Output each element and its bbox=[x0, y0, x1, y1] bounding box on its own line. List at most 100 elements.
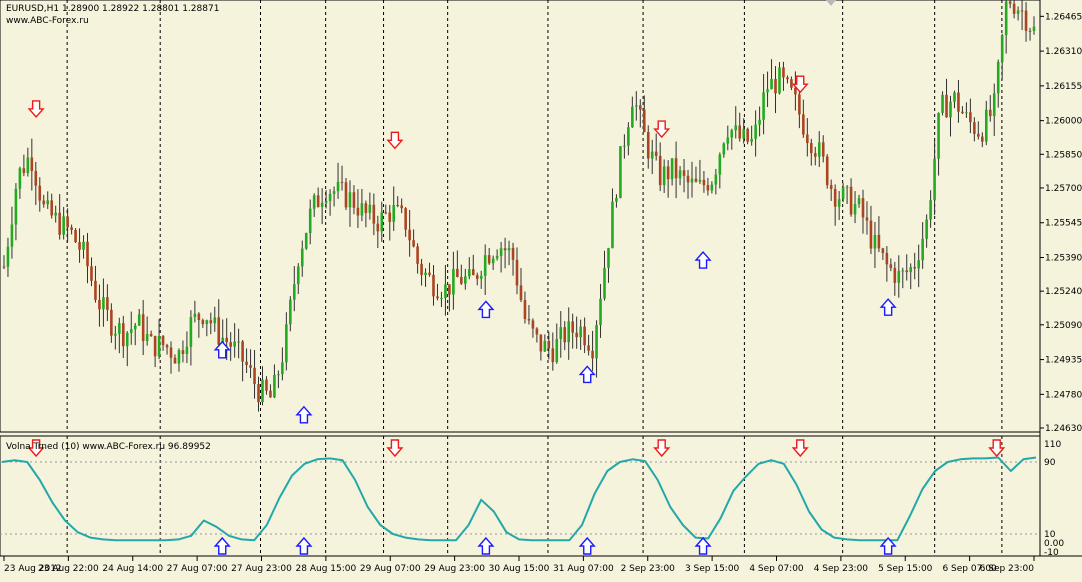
candle-body bbox=[324, 201, 328, 203]
candle-body bbox=[885, 252, 889, 265]
indicator-down-arrow-icon bbox=[988, 439, 1006, 458]
price-tick-label: 1.24935 bbox=[1045, 356, 1082, 366]
candle-body bbox=[937, 112, 940, 159]
time-tick-label: 27 Aug 07:00 bbox=[167, 564, 228, 574]
candle-body bbox=[2, 266, 6, 268]
price-tick-label: 1.25390 bbox=[1045, 254, 1082, 264]
candle-body bbox=[825, 156, 829, 186]
candle-body bbox=[296, 266, 300, 285]
candle-body bbox=[1000, 35, 1004, 62]
candle-body bbox=[519, 285, 523, 300]
candle-body bbox=[746, 128, 749, 142]
candle-body bbox=[125, 332, 129, 347]
candle-body bbox=[511, 247, 515, 260]
candle-body bbox=[412, 240, 415, 247]
candle-body bbox=[718, 154, 722, 175]
price-tick-label: 1.25240 bbox=[1045, 287, 1082, 297]
time-tick-label: 30 Aug 15:00 bbox=[489, 564, 550, 574]
candle-body bbox=[631, 106, 634, 128]
candle-body bbox=[535, 328, 539, 335]
candle-body bbox=[169, 347, 173, 358]
candle-body bbox=[1024, 10, 1028, 31]
indicator-panel[interactable] bbox=[0, 435, 1041, 557]
candle-body bbox=[253, 367, 256, 385]
time-tick-label: 29 Aug 07:00 bbox=[360, 564, 421, 574]
candle-body bbox=[877, 234, 881, 249]
candle-body bbox=[30, 157, 34, 171]
candle-body bbox=[813, 153, 817, 157]
candle-body bbox=[901, 270, 905, 272]
candle-body bbox=[165, 345, 169, 348]
up-signal-arrow-icon bbox=[213, 340, 231, 359]
chart-shift-marker-icon[interactable] bbox=[826, 0, 836, 6]
candle-body bbox=[969, 112, 972, 123]
price-tick-label: 1.26310 bbox=[1045, 47, 1082, 57]
time-tick-label: 2 Sep 23:00 bbox=[621, 564, 676, 574]
indicator-line bbox=[1, 456, 1037, 542]
candle-body bbox=[312, 195, 316, 209]
candle-body bbox=[499, 248, 503, 256]
candle-body bbox=[623, 145, 626, 147]
candle-body bbox=[762, 92, 765, 120]
candle-body bbox=[408, 229, 411, 241]
candle-body bbox=[241, 341, 244, 362]
candle-body bbox=[579, 326, 582, 338]
candle-body bbox=[587, 345, 590, 351]
candle-body bbox=[742, 128, 745, 139]
candle-body bbox=[364, 203, 368, 213]
candle-body bbox=[106, 297, 109, 310]
candle-body bbox=[66, 216, 69, 228]
down-signal-arrow-icon bbox=[27, 100, 45, 118]
candle-body bbox=[682, 170, 686, 176]
candle-body bbox=[217, 317, 221, 345]
candle-body bbox=[758, 119, 761, 125]
candle-body bbox=[368, 204, 372, 213]
candle-body bbox=[293, 284, 296, 300]
candle-body bbox=[360, 203, 364, 216]
signal-arrows-layer bbox=[27, 75, 1006, 555]
candle-body bbox=[237, 341, 240, 343]
price-axis: 1.26465 1.26310 1.26155 1.26000 1.25850 1.257… bbox=[1040, 12, 1082, 434]
price-tick-label: 1.24630 bbox=[1045, 424, 1082, 434]
candle-body bbox=[332, 191, 336, 194]
candle-body bbox=[6, 246, 10, 267]
candle-body bbox=[714, 174, 718, 185]
candle-body bbox=[173, 357, 177, 364]
price-panel[interactable] bbox=[0, 0, 1041, 433]
candle-body bbox=[706, 185, 710, 191]
candle-body bbox=[642, 109, 646, 132]
candle-body bbox=[229, 342, 232, 347]
indicator-tick-label: 110 bbox=[1044, 440, 1061, 450]
candle-body bbox=[698, 179, 702, 182]
candle-body bbox=[428, 272, 431, 275]
candle-body bbox=[388, 212, 392, 222]
candle-body bbox=[205, 320, 209, 325]
candle-body bbox=[420, 263, 423, 276]
candle-body bbox=[289, 299, 292, 325]
candle-body bbox=[523, 299, 527, 320]
indicator-up-arrow-icon bbox=[694, 536, 712, 555]
time-tick-label: 23 Aug 22:00 bbox=[38, 564, 99, 574]
candle-body bbox=[774, 78, 777, 94]
candle-body bbox=[992, 93, 996, 117]
candle-body bbox=[197, 313, 201, 320]
candle-body bbox=[539, 334, 543, 352]
candle-body bbox=[245, 361, 248, 366]
candle-body bbox=[38, 185, 42, 201]
candle-body bbox=[810, 142, 813, 154]
candle-body bbox=[595, 325, 598, 359]
candle-body bbox=[567, 321, 571, 343]
candle-body bbox=[686, 175, 690, 183]
candle-body bbox=[531, 320, 535, 329]
candle-body bbox=[674, 158, 678, 179]
candle-body bbox=[583, 326, 586, 346]
candle-body bbox=[638, 105, 642, 110]
candle-body bbox=[261, 379, 264, 403]
candle-body bbox=[153, 336, 157, 357]
indicator-down-arrow-icon bbox=[27, 439, 45, 458]
candle-body bbox=[666, 166, 670, 180]
candle-body bbox=[249, 365, 252, 368]
candle-body bbox=[1032, 26, 1036, 31]
candle-body bbox=[559, 327, 563, 339]
